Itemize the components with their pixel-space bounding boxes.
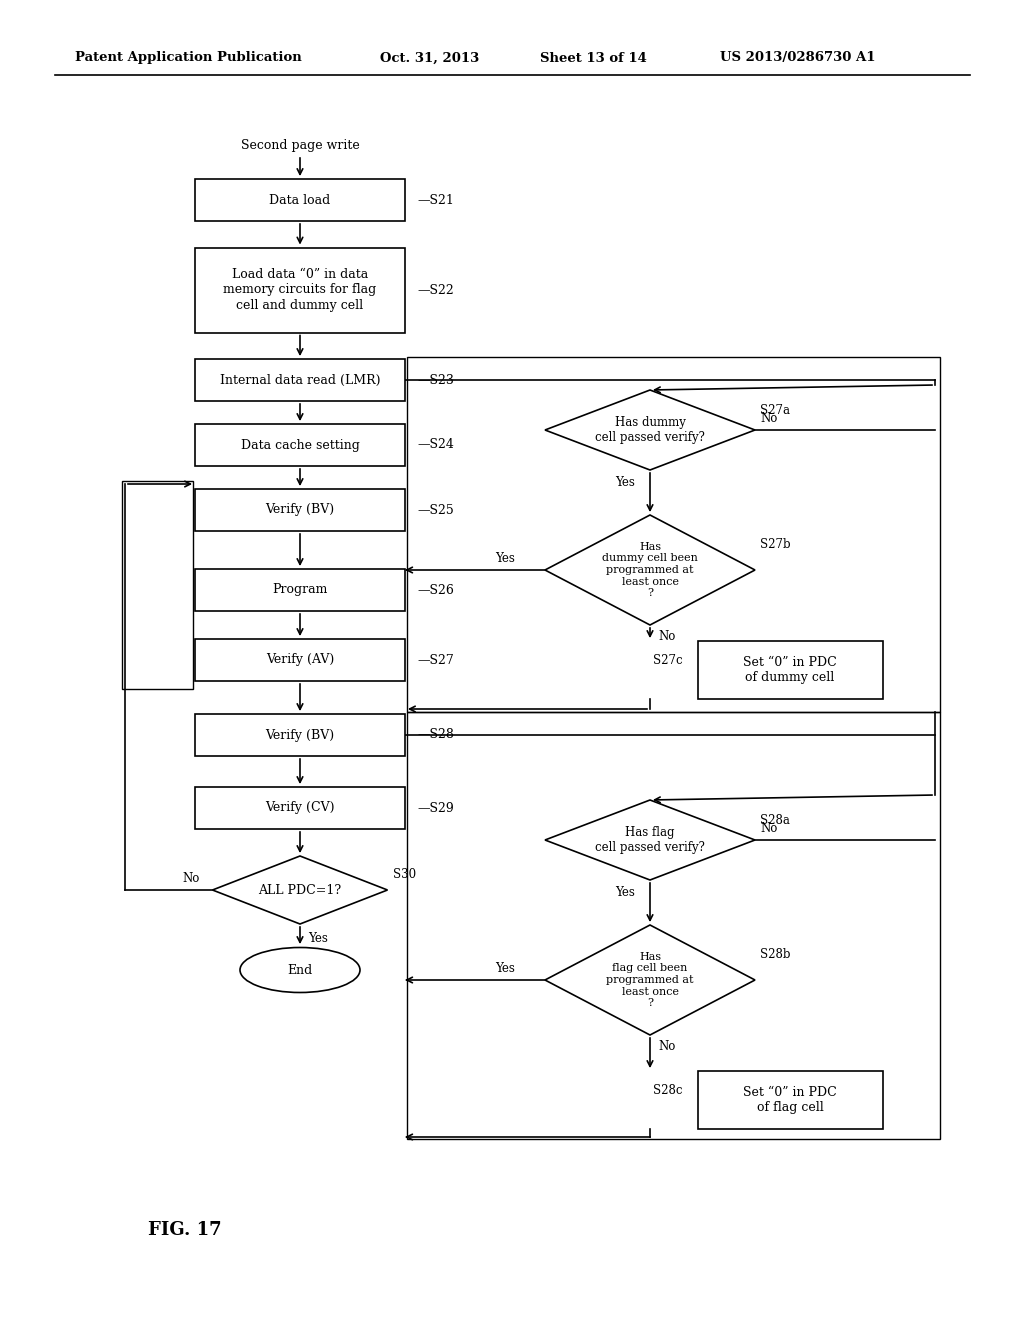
Text: Data cache setting: Data cache setting: [241, 438, 359, 451]
Text: Has
flag cell been
programmed at
least once
?: Has flag cell been programmed at least o…: [606, 952, 693, 1008]
Text: Verify (BV): Verify (BV): [265, 503, 335, 516]
Ellipse shape: [240, 948, 360, 993]
Bar: [407, 711, 940, 1139]
Bar: [195, 359, 406, 401]
Text: S28b: S28b: [760, 949, 791, 961]
Polygon shape: [545, 800, 755, 880]
Text: Has
dummy cell been
programmed at
least once
?: Has dummy cell been programmed at least …: [602, 541, 698, 598]
Text: US 2013/0286730 A1: US 2013/0286730 A1: [720, 51, 876, 65]
Bar: [195, 639, 406, 681]
Bar: [195, 488, 406, 531]
Bar: [195, 424, 406, 466]
Text: Internal data read (LMR): Internal data read (LMR): [220, 374, 380, 387]
Text: —S24: —S24: [417, 438, 454, 451]
Text: Set “0” in PDC
of flag cell: Set “0” in PDC of flag cell: [743, 1086, 837, 1114]
Text: End: End: [288, 964, 312, 977]
Text: No: No: [760, 412, 777, 425]
Bar: [697, 1071, 883, 1129]
Polygon shape: [213, 855, 387, 924]
Text: Program: Program: [272, 583, 328, 597]
Text: Yes: Yes: [496, 961, 515, 974]
Bar: [195, 714, 406, 756]
Text: No: No: [658, 631, 676, 644]
Text: Yes: Yes: [615, 475, 635, 488]
Polygon shape: [545, 515, 755, 624]
Bar: [195, 787, 406, 829]
Text: S27b: S27b: [760, 539, 791, 552]
Bar: [195, 569, 406, 611]
Text: No: No: [760, 821, 777, 834]
Bar: [122, 480, 193, 689]
Text: —S25: —S25: [417, 503, 454, 516]
Text: —S21: —S21: [417, 194, 454, 206]
Text: Patent Application Publication: Patent Application Publication: [75, 51, 302, 65]
Text: —S27: —S27: [417, 653, 454, 667]
Text: Verify (BV): Verify (BV): [265, 729, 335, 742]
Text: S27a: S27a: [760, 404, 790, 417]
Text: S28c: S28c: [652, 1084, 682, 1097]
Text: Second page write: Second page write: [241, 139, 359, 152]
Text: Data load: Data load: [269, 194, 331, 206]
Text: S28a: S28a: [760, 813, 790, 826]
Text: Sheet 13 of 14: Sheet 13 of 14: [540, 51, 647, 65]
Text: No: No: [182, 871, 200, 884]
Text: Load data “0” in data
memory circuits for flag
cell and dummy cell: Load data “0” in data memory circuits fo…: [223, 268, 377, 312]
Bar: [697, 642, 883, 700]
Polygon shape: [545, 925, 755, 1035]
Text: —S22: —S22: [417, 284, 454, 297]
Text: FIG. 17: FIG. 17: [148, 1221, 222, 1239]
Text: No: No: [658, 1040, 676, 1053]
Text: S27c: S27c: [652, 653, 682, 667]
Text: Has dummy
cell passed verify?: Has dummy cell passed verify?: [595, 416, 705, 444]
Text: —S26: —S26: [417, 583, 454, 597]
Text: Verify (CV): Verify (CV): [265, 801, 335, 814]
Text: Has flag
cell passed verify?: Has flag cell passed verify?: [595, 826, 705, 854]
Text: Yes: Yes: [615, 886, 635, 899]
Bar: [195, 248, 406, 333]
Text: —S29: —S29: [417, 801, 454, 814]
Text: ALL PDC=1?: ALL PDC=1?: [258, 883, 342, 896]
Text: —S28: —S28: [417, 729, 454, 742]
Polygon shape: [545, 389, 755, 470]
Bar: [195, 180, 406, 220]
Text: Set “0” in PDC
of dummy cell: Set “0” in PDC of dummy cell: [743, 656, 837, 684]
Text: Oct. 31, 2013: Oct. 31, 2013: [380, 51, 479, 65]
Text: Yes: Yes: [496, 552, 515, 565]
Text: Yes: Yes: [308, 932, 328, 945]
Text: —S23: —S23: [417, 374, 454, 387]
Bar: [407, 356, 940, 711]
Text: S30: S30: [392, 869, 416, 882]
Text: Verify (AV): Verify (AV): [266, 653, 334, 667]
